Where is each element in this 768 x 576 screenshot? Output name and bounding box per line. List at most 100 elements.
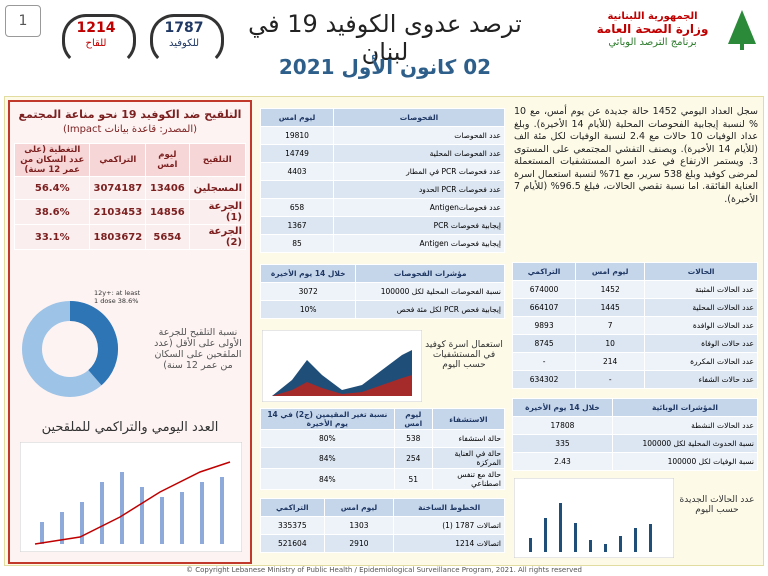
cell: عدد فحوصات PCR الحدود <box>333 180 505 199</box>
logo-text: الجمهورية اللبنانية وزارة الصحة العامة ب… <box>585 10 720 49</box>
cell: 254 <box>393 447 433 469</box>
header-cell: المؤشرات الوبائية <box>611 398 759 417</box>
row: المسجلين 13406 3074187 56.4% <box>13 176 246 200</box>
cell: اتصالات 1787 (1) <box>393 516 505 535</box>
cell: عدد فحوصات PCR في المطار <box>333 162 505 181</box>
cell: 2910 <box>323 534 395 553</box>
cell: 56.4% <box>13 176 91 200</box>
cell: 13406 <box>145 176 190 200</box>
hotline-icon <box>62 14 136 66</box>
cell: 1303 <box>323 516 395 535</box>
cell: الجرعة (1) <box>188 199 246 225</box>
footer: © Copyright Lebanese Ministry of Public … <box>185 566 582 574</box>
row: اتصالات 1214 2910 521604 <box>260 534 505 553</box>
new-cases-caption: عدد الحالات الجديدة حسب اليوم <box>679 495 755 515</box>
row: حالة استشفاء 538 80% <box>260 429 506 448</box>
title: ترصد عدوى الكوفيد 19 في لبنان <box>248 10 522 66</box>
panel-title: التلقيح ضد الكوفيد 19 نحو مناعة المجتمع <box>18 108 242 121</box>
row: عدد فحوصاتAntigen 658 <box>259 198 505 217</box>
cell: 2.43 <box>512 452 613 471</box>
logo-line: وزارة الصحة العامة <box>596 22 709 36</box>
row: عدد الحالات المحلية 1445 664107 <box>511 298 758 317</box>
donut-label-box: 12y+: at least 1 dose 38.6% <box>94 289 140 305</box>
table: الفحوصات ليوم امس عدد الفحوصات 19810 عدد الف… <box>259 108 505 253</box>
cell: 664107 <box>511 298 577 317</box>
hospital-table-wrap: الاستشفاء ليوم امس نسبة تغير المقيمين (ج2)… <box>260 408 506 490</box>
cell: 19810 <box>259 126 335 145</box>
cell: حالة مع تنفس اصطناعي <box>431 468 506 490</box>
cell: 1367 <box>259 216 335 235</box>
header-cell: التراكمي <box>89 143 147 177</box>
cell: عدد الحالات المحلية <box>644 298 758 317</box>
cell: حالة استشفاء <box>431 429 506 448</box>
header-row: الاستشفاء ليوم امس نسبة تغير المقيمين (ج2)… <box>260 408 506 430</box>
cell: 51 <box>393 468 433 490</box>
row: الجرعة (2) 5654 1803672 33.1% <box>13 224 246 250</box>
cell: 1803672 <box>89 224 147 250</box>
cell: 2103453 <box>89 199 147 225</box>
cell: 7 <box>575 316 646 335</box>
donut-slice <box>69 301 118 386</box>
row: الجرعة (1) 14856 2103453 38.6% <box>13 199 246 225</box>
cell: 521604 <box>260 534 325 553</box>
header-cell: نسبة تغير المقيمين (ج2) في 14 يوم الأخير… <box>260 408 395 430</box>
header-row: المؤشرات الوبائية خلال 14 يوم الأخيرة <box>512 398 759 417</box>
header-cell: ليوم امس <box>575 262 646 281</box>
row: عدد الحالات المثبتة 1452 674000 <box>511 280 758 299</box>
cell: 658 <box>259 198 335 217</box>
cell: إيجابية فحوصات Antigen <box>333 234 505 253</box>
row: عدد الحالات الوافدة 7 9893 <box>511 316 758 335</box>
header-cell: مؤشرات الفحوصات <box>355 264 505 283</box>
cell: 85 <box>259 234 335 253</box>
cell: عدد الفحوصات <box>333 126 505 145</box>
row: حالة في العناية المركزة 254 84% <box>260 447 506 469</box>
cell: إيجابية فحص PCR لكل مئة فحص <box>355 300 505 319</box>
cell: 17808 <box>512 416 613 435</box>
cell: عدد الحالات المكررة <box>644 352 758 371</box>
table: الاستشفاء ليوم امس نسبة تغير المقيمين (ج2)… <box>260 408 506 490</box>
beds-chart <box>262 330 422 402</box>
cell: 634302 <box>511 370 577 389</box>
header-cell: التراكمي <box>511 262 577 281</box>
cell: - <box>511 352 577 371</box>
row: عدد الحالات النشطة 17808 <box>512 416 759 435</box>
header-cell: ليوم امس <box>259 108 335 127</box>
cell: عدد الفحوصات المحلية <box>333 144 505 163</box>
row: إيجابية فحوصات Antigen 85 <box>259 234 505 253</box>
row: عدد فحوصات PCR في المطار 4403 <box>259 162 505 181</box>
row: نسبة الحدوث المحلية لكل 100000 335 <box>512 434 759 453</box>
row: إيجابية فحص PCR لكل مئة فحص 10% <box>259 300 505 319</box>
new-cases-chart <box>514 478 674 558</box>
hotline-number: 1787 <box>164 20 204 36</box>
table: الخطوط الساخنة ليوم امس التراكمي اتصالات 17… <box>260 498 505 553</box>
cell: إيجابية فحوصات PCR <box>333 216 505 235</box>
cell: 1452 <box>575 280 646 299</box>
cell: 335 <box>512 434 613 453</box>
header-cell: ليوم امس <box>145 143 190 177</box>
cell: 14856 <box>145 199 190 225</box>
vaccination-panel: التلقيح ضد الكوفيد 19 نحو مناعة المجتمع … <box>8 100 252 564</box>
cell: 674000 <box>511 280 577 299</box>
cell: نسبة الفحوصات المحلية لكل 100000 <box>355 282 505 301</box>
cell: الجرعة (2) <box>188 224 246 250</box>
table: مؤشرات الفحوصات خلال 14 يوم الأخيرة نسبة ا… <box>259 264 505 319</box>
header-row: الخطوط الساخنة ليوم امس التراكمي <box>260 498 505 517</box>
test-indicators-wrap: مؤشرات الفحوصات خلال 14 يوم الأخيرة نسبة ا… <box>259 264 505 319</box>
cell: عدد الحالات المثبتة <box>644 280 758 299</box>
hotline-number: 1214 <box>76 20 116 36</box>
cell: 14749 <box>259 144 335 163</box>
header-cell: خلال 14 يوم الأخيرة <box>259 264 357 283</box>
cell: 84% <box>260 447 395 469</box>
cell: 9893 <box>511 316 577 335</box>
row: عدد الحالات المكررة 214- <box>511 352 758 371</box>
cell: 538 <box>393 429 433 448</box>
cell: عدد فحوصاتAntigen <box>333 198 505 217</box>
logo-line: برنامج الترصد الوبائي <box>608 37 697 48</box>
hotline-label: للكوفيد <box>168 38 200 49</box>
header-cell: الخطوط الساخنة <box>393 498 505 517</box>
beds-caption: استعمال اسرة كوفيد في المستشفيات حسب الي… <box>425 340 503 370</box>
cell: عدد حالات الوفاة <box>644 334 758 353</box>
row: عدد فحوصات PCR الحدود <box>259 180 505 199</box>
cell: عدد الحالات النشطة <box>611 416 759 435</box>
